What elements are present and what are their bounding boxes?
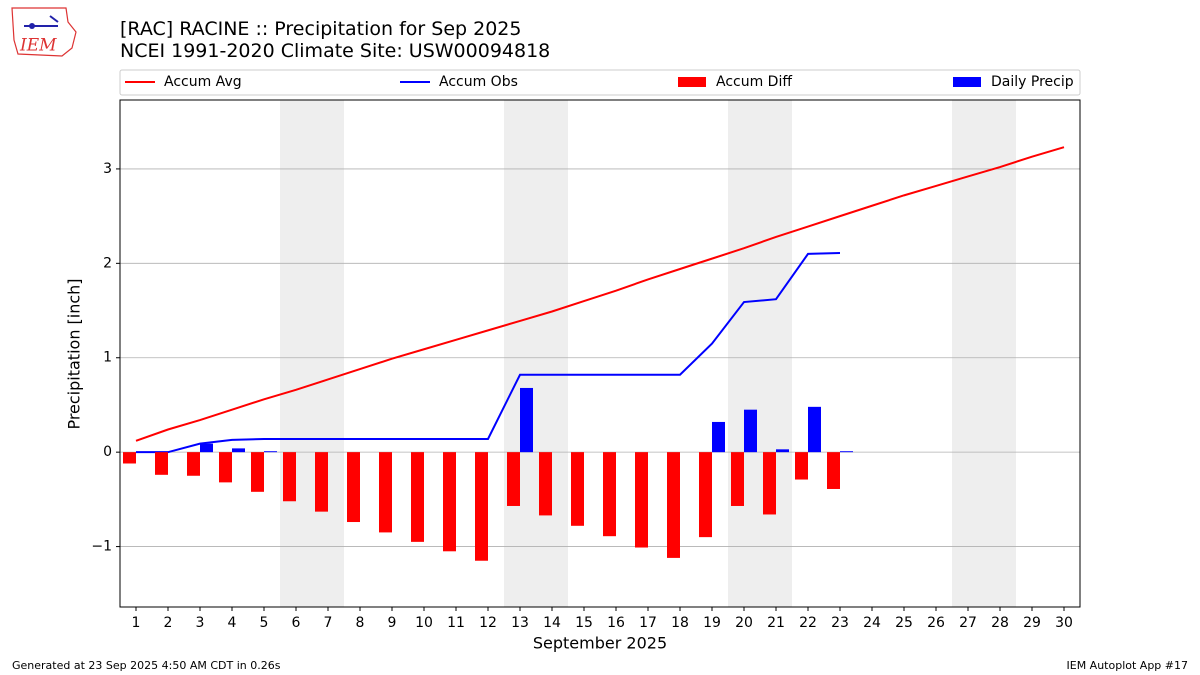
x-tick-label: 28: [991, 615, 1009, 631]
x-tick-label: 6: [292, 615, 301, 631]
bar: [443, 452, 456, 552]
x-tick-label: 12: [479, 615, 497, 631]
legend-label: Accum Diff: [716, 74, 792, 90]
bar: [155, 452, 168, 475]
y-tick-label: 0: [103, 444, 112, 460]
bar: [712, 421, 725, 453]
weekend-shade: [280, 100, 344, 607]
bar: [667, 452, 680, 558]
bar: [411, 452, 424, 542]
y-tick-label: 2: [103, 255, 112, 271]
x-tick-label: 26: [927, 615, 945, 631]
bar: [539, 452, 552, 516]
bar: [699, 452, 712, 538]
bar: [840, 451, 853, 453]
x-tick-label: 11: [447, 615, 465, 631]
x-tick-label: 24: [863, 615, 881, 631]
y-tick-label: 3: [103, 161, 112, 177]
x-tick-label: 20: [735, 615, 753, 631]
bar: [763, 452, 776, 515]
y-axis-label: Precipitation [inch]: [65, 278, 84, 429]
bar: [219, 452, 232, 483]
legend: [119, 69, 1081, 96]
logo-text: IEM: [19, 36, 57, 56]
x-tick-label: 16: [607, 615, 625, 631]
x-tick-label: 5: [260, 615, 269, 631]
bar: [264, 451, 277, 453]
bar: [347, 452, 360, 523]
bar: [123, 452, 136, 464]
x-axis-label: September 2025: [533, 634, 667, 653]
bar: [571, 452, 584, 526]
y-tick-label: −1: [91, 539, 112, 555]
bar: [187, 452, 200, 476]
x-tick-label: 17: [639, 615, 657, 631]
weekend-shade: [952, 100, 1016, 607]
legend-swatch: [953, 77, 981, 87]
x-tick-label: 2: [164, 615, 173, 631]
bar: [475, 452, 488, 561]
x-tick-label: 23: [831, 615, 849, 631]
x-tick-label: 25: [895, 615, 913, 631]
bar: [731, 452, 744, 506]
bar: [315, 452, 328, 512]
x-tick-label: 29: [1023, 615, 1041, 631]
x-tick-label: 9: [388, 615, 397, 631]
x-tick-label: 13: [511, 615, 529, 631]
bar: [251, 452, 264, 492]
bar: [232, 448, 245, 453]
legend-label: Accum Obs: [439, 74, 518, 90]
bar: [776, 449, 789, 453]
bar: [507, 452, 520, 506]
logo: IEM: [11, 7, 77, 57]
footer-right: IEM Autoplot App #17: [1067, 659, 1189, 672]
x-tick-label: 3: [196, 615, 205, 631]
weekend-shade: [504, 100, 568, 607]
bar: [283, 452, 296, 502]
legend-label: Accum Avg: [164, 74, 242, 90]
line: [135, 146, 1065, 442]
bar: [520, 387, 533, 453]
footer-left: Generated at 23 Sep 2025 4:50 AM CDT in …: [12, 659, 281, 672]
x-tick-label: 1: [132, 615, 141, 631]
x-tick-label: 27: [959, 615, 977, 631]
x-tick-label: 18: [671, 615, 689, 631]
bar: [603, 452, 616, 537]
bar: [827, 452, 840, 489]
bar: [795, 452, 808, 480]
chart-title: [RAC] RACINE :: Precipitation for Sep 20…: [120, 18, 521, 40]
line: [136, 251, 841, 454]
x-tick-label: 22: [799, 615, 817, 631]
x-tick-label: 4: [228, 615, 237, 631]
x-tick-label: 30: [1055, 615, 1073, 631]
x-tick-label: 8: [356, 615, 365, 631]
bar: [200, 443, 213, 453]
x-tick-label: 7: [324, 615, 333, 631]
bar: [635, 452, 648, 548]
x-tick-label: 15: [575, 615, 593, 631]
bar: [808, 406, 821, 453]
bar: [379, 452, 392, 533]
legend-label: Daily Precip: [991, 74, 1074, 90]
x-tick-label: 10: [415, 615, 433, 631]
bar: [744, 409, 757, 453]
x-tick-label: 14: [543, 615, 561, 631]
chart-subtitle: NCEI 1991-2020 Climate Site: USW00094818: [120, 40, 550, 62]
x-tick-label: 19: [703, 615, 721, 631]
legend-swatch: [678, 77, 706, 87]
y-tick-label: 1: [103, 350, 112, 366]
weekend-shade: [728, 100, 792, 607]
plot-frame: [119, 99, 1081, 608]
x-tick-label: 21: [767, 615, 785, 631]
